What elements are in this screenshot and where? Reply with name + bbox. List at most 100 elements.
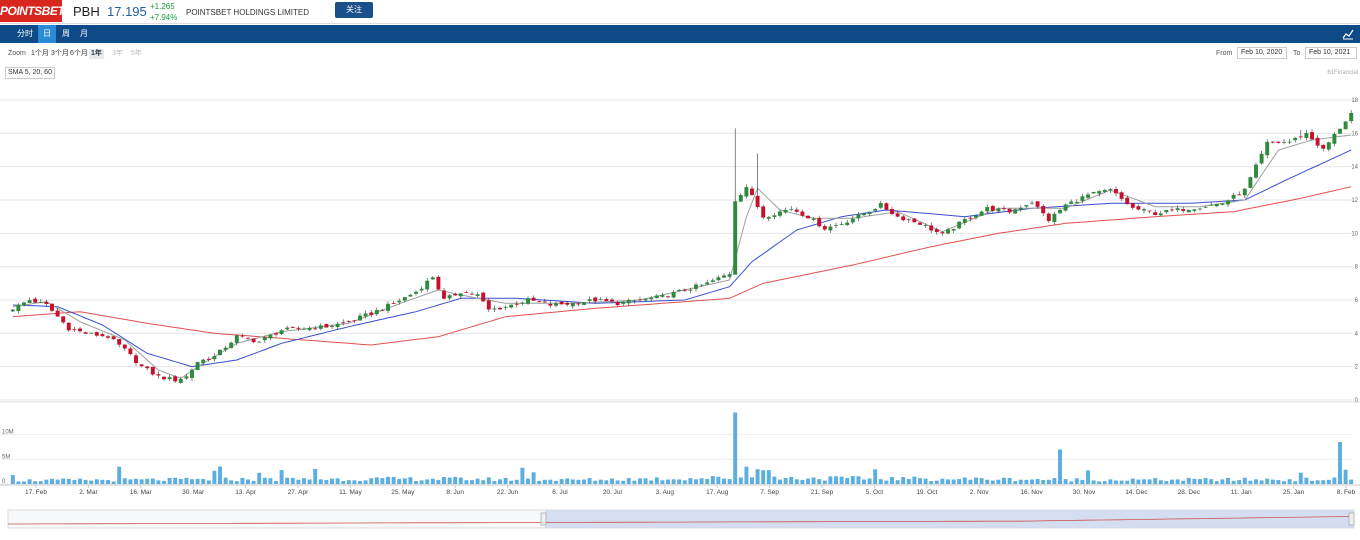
candle-body [979,211,984,216]
candle-body [10,309,15,312]
volume-bar [1063,479,1068,484]
volume-bar [318,479,323,484]
zoom-5y-button[interactable]: 5年 [131,50,142,57]
volume-bar [195,478,200,484]
candle-body [671,292,676,298]
volume-bar [570,479,575,484]
candle-body [867,211,872,214]
zoom-6m-button[interactable]: 6个月 [70,50,88,57]
volume-bar [1069,481,1074,484]
candle-body [727,274,732,277]
from-date-input[interactable]: Feb 10, 2020 [1237,47,1287,59]
volume-bar [1102,481,1107,484]
volume-bar [1237,480,1242,484]
volume-bar [694,479,698,484]
volume-bar [324,479,329,484]
candle-body [285,327,290,330]
candle-body [251,338,256,343]
volume-bar [1035,478,1040,484]
zoom-3y-button[interactable]: 3年 [112,50,123,57]
candle-body [1198,208,1202,210]
volume-bar [78,478,82,484]
candle-body [946,229,950,234]
volume-bar [212,470,217,484]
indicator-legend[interactable]: SMA 5, 20, 60 [5,67,55,79]
x-tick-label: 30. Nov [1073,489,1096,496]
volume-bar [962,477,967,484]
volume-bar [1013,481,1018,484]
tab-monthly[interactable]: 月 [80,29,88,38]
volume-bar [492,481,497,484]
candle-body [492,308,497,310]
volume-bar [436,480,441,484]
candle-body [1321,144,1326,149]
candle-body [1192,209,1197,211]
candle-body [677,289,682,292]
volume-bar [576,479,581,484]
volume-bar [800,479,805,484]
volume-bar [55,479,60,484]
zoom-3m-button[interactable]: 3个月 [51,50,69,57]
volume-bar [503,477,508,484]
volume-bar [1259,480,1264,484]
candle-body [772,215,777,217]
tab-weekly[interactable]: 周 [62,29,70,38]
candle-body [576,303,581,305]
tab-intraday[interactable]: 分时 [17,29,33,38]
candle-body [229,342,234,348]
follow-button[interactable]: 关注 [335,2,373,18]
volume-bar [610,478,614,484]
candle-body [733,201,738,275]
x-tick-label: 17. Feb [25,489,47,496]
zoom-1y-button[interactable]: 1年 [89,49,104,59]
volume-bar [1046,479,1051,484]
candle-body [744,187,749,197]
chart-type-icon[interactable] [1342,28,1354,40]
candle-body [262,337,267,341]
volume-bar [274,480,278,484]
tab-daily[interactable]: 日 [38,25,56,43]
volume-bar [918,478,922,484]
candle-body [710,280,715,283]
volume-bar [990,480,995,484]
volume-bar [906,479,911,484]
candle-body [1063,204,1068,211]
volume-bar [934,480,939,484]
navigator-handle-left [540,512,547,526]
volume-bar [1310,480,1314,484]
to-date-input[interactable]: Feb 10, 2021 [1305,47,1357,59]
volume-bar [682,480,687,484]
candle-body [722,275,726,278]
candle-body [391,303,396,304]
candle-body [884,203,889,210]
candle-body [593,297,598,302]
candle-body [828,226,833,231]
volume-bar [475,478,480,484]
price-tick-label: 12 [1351,198,1358,204]
navigator-window [545,510,1354,528]
volume-bar [262,477,267,484]
volume-bar [985,479,990,484]
volume-bar [1024,479,1029,484]
candle-body [789,208,794,210]
volume-bar [346,480,351,484]
candle-body [190,369,194,378]
volume-bar [1136,479,1141,484]
volume-bar [643,478,648,484]
volume-tick-label: 0 [2,479,6,485]
volume-bar [615,480,620,484]
volume-bar [50,478,54,484]
volume-bar [744,466,749,484]
candle-body [834,225,838,226]
volume-bar [1287,479,1292,484]
candle-body [363,313,368,317]
zoom-1m-button[interactable]: 1个月 [31,50,49,57]
x-tick-label: 28. Dec [1178,489,1201,496]
candle-body [83,332,88,334]
volume-bar [447,477,452,484]
volume-bar [16,481,21,484]
volume-bar [626,478,631,484]
candle-body [503,306,508,308]
candle-body [1298,136,1303,138]
candle-body [615,301,620,306]
